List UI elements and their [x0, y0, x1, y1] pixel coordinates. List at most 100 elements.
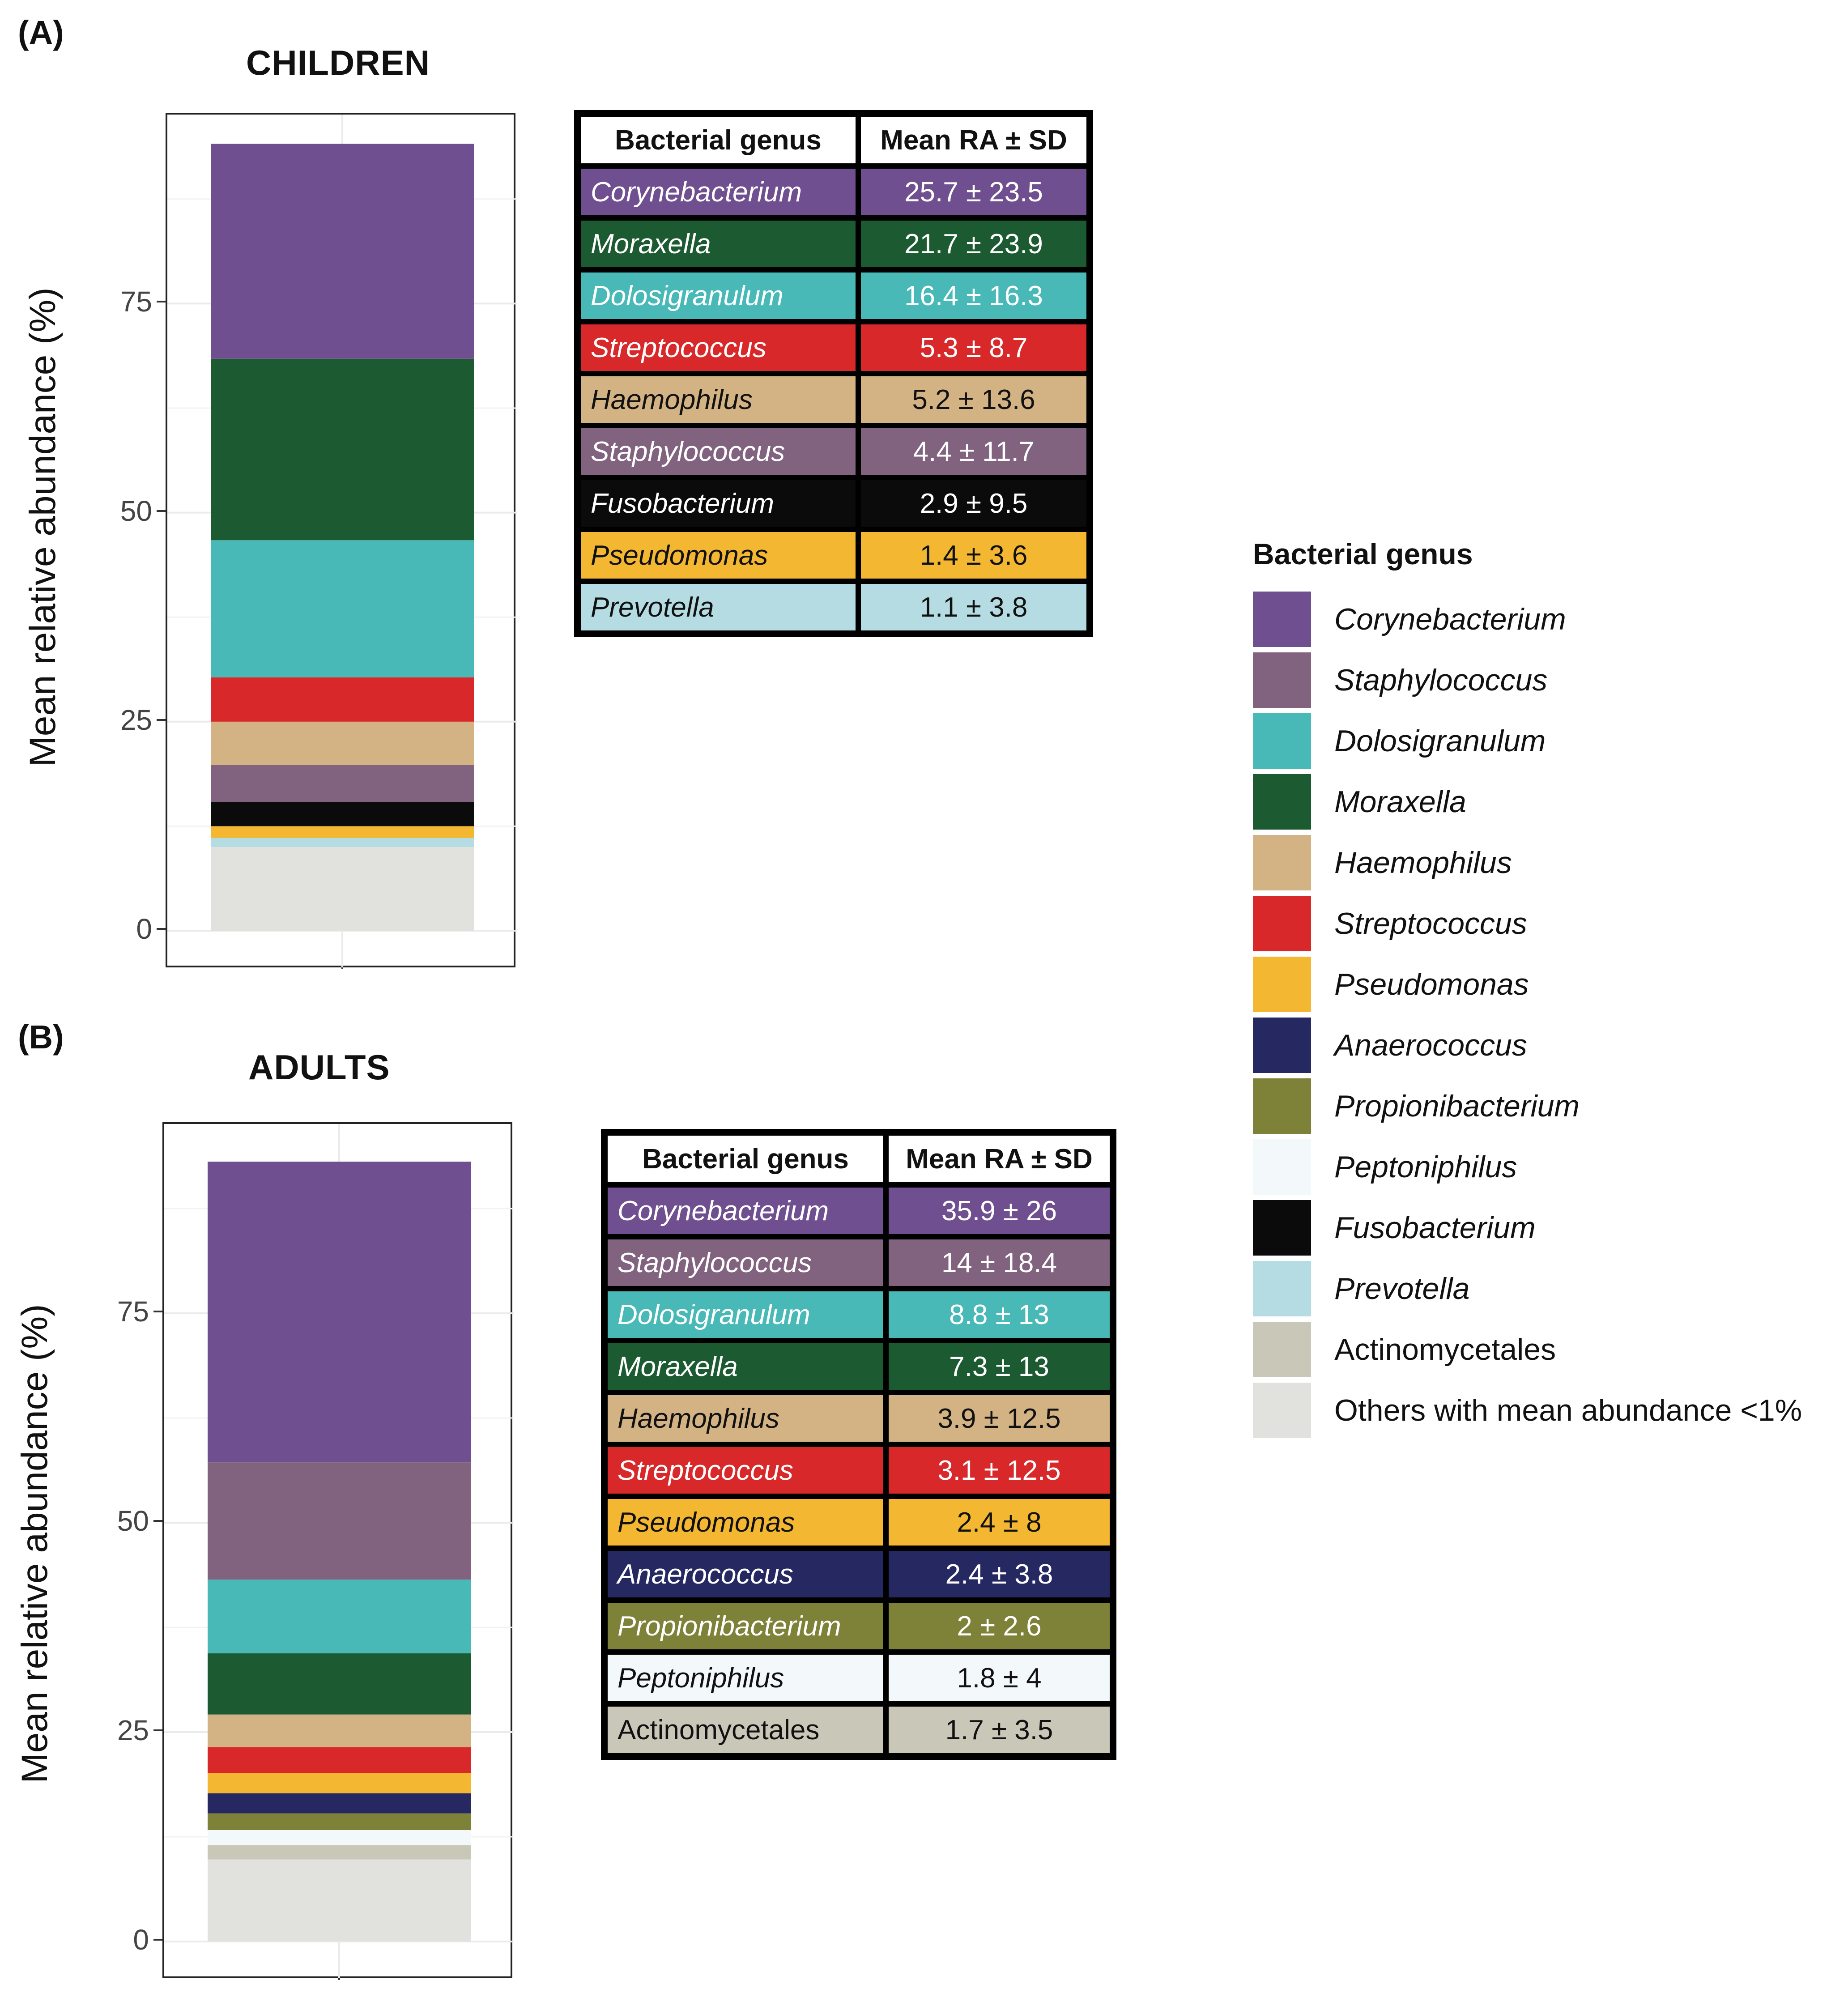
legend-item-moraxella: Moraxella: [1253, 771, 1802, 832]
panel-a-table-row: Prevotella 1.1 ± 3.8: [578, 581, 1089, 633]
panel-b-value-cell-corynebacterium: 35.9 ± 26: [886, 1185, 1112, 1237]
panel-a-table-row: Fusobacterium 2.9 ± 9.5: [578, 477, 1089, 529]
panel-a-genus-cell-haemophilus: Haemophilus: [578, 374, 858, 426]
panel-b-table-row: Streptococcus 3.1 ± 12.5: [605, 1444, 1112, 1496]
legend-label: Pseudomonas: [1334, 967, 1529, 1001]
legend-item-dolosigranulum: Dolosigranulum: [1253, 711, 1802, 771]
panel-a-bar-segment-streptococcus: [211, 677, 474, 722]
panel-a-genus-cell-dolosigranulum: Dolosigranulum: [578, 270, 858, 322]
panel-a-value-cell-haemophilus: 5.2 ± 13.6: [858, 374, 1089, 426]
legend-item-streptococcus: Streptococcus: [1253, 893, 1802, 954]
panel-a-title: CHILDREN: [246, 43, 430, 82]
panel-a-value-cell-fusobacterium: 2.9 ± 9.5: [858, 477, 1089, 529]
panel-a-bar-segment-staphylococcus: [211, 765, 474, 802]
legend-label: Streptococcus: [1334, 907, 1527, 941]
panel-b-value-cell-moraxella: 7.3 ± 13: [886, 1341, 1112, 1392]
table-header-row: Bacterial genus Mean RA ± SD: [605, 1133, 1112, 1185]
panel-b-genus-cell-staphylococcus: Staphylococcus: [605, 1237, 886, 1289]
legend-label: Fusobacterium: [1334, 1211, 1536, 1245]
panel-a-y-tick-label: 25: [120, 703, 152, 736]
panel-b-stacked-bar-chart: [162, 1122, 514, 1980]
table-header-genus: Bacterial genus: [578, 114, 858, 166]
panel-b-value-cell-haemophilus: 3.9 ± 12.5: [886, 1392, 1112, 1444]
panel-a-bar-segment-others: [211, 847, 474, 931]
panel-b-table-row: Corynebacterium 35.9 ± 26: [605, 1185, 1112, 1237]
panel-b-bar-segment-corynebacterium: [208, 1162, 471, 1463]
panel-b-table-row: Staphylococcus 14 ± 18.4: [605, 1237, 1112, 1289]
panel-b-y-tick-mark: [153, 1729, 162, 1731]
panel-a-bar-segment-pseudomonas: [211, 826, 474, 838]
panel-a-genus-cell-moraxella: Moraxella: [578, 218, 858, 270]
panel-b-value-cell-dolosigranulum: 8.8 ± 13: [886, 1289, 1112, 1341]
panel-b-table-row: Anaerococcus 2.4 ± 3.8: [605, 1548, 1112, 1600]
table-header-mean: Mean RA ± SD: [886, 1133, 1112, 1185]
panel-b-bar-segment-others: [208, 1859, 471, 1942]
panel-b-bar-segment-haemophilus: [208, 1714, 471, 1747]
panel-b-y-tick-mark: [153, 1939, 162, 1941]
panel-b-table-row: Peptoniphilus 1.8 ± 4: [605, 1652, 1112, 1704]
legend-swatch: [1253, 713, 1311, 769]
legend-label: Staphylococcus: [1334, 663, 1548, 697]
legend-item-pseudomonas: Pseudomonas: [1253, 954, 1802, 1015]
panel-b-genus-cell-moraxella: Moraxella: [605, 1341, 886, 1392]
legend-label: Anaerococcus: [1334, 1028, 1527, 1062]
legend-label: Dolosigranulum: [1334, 724, 1546, 758]
panel-b-genus-cell-propionibacterium: Propionibacterium: [605, 1600, 886, 1652]
panel-a-bar-segment-fusobacterium: [211, 802, 474, 826]
panel-b-abundance-table: Bacterial genus Mean RA ± SD Corynebacte…: [601, 1129, 1116, 1760]
legend-title: Bacterial genus: [1253, 537, 1473, 571]
panel-a-chart-svg: [167, 115, 517, 969]
panel-a-table-row: Moraxella 21.7 ± 23.9: [578, 218, 1089, 270]
legend-swatch: [1253, 1322, 1311, 1377]
panel-a-y-tick-mark: [157, 719, 166, 721]
panel-a-table-row: Dolosigranulum 16.4 ± 16.3: [578, 270, 1089, 322]
panel-a-y-tick-label: 75: [120, 285, 152, 318]
panel-b-value-cell-anaerococcus: 2.4 ± 3.8: [886, 1548, 1112, 1600]
panel-a-value-cell-pseudomonas: 1.4 ± 3.6: [858, 529, 1089, 581]
panel-b-y-tick-label: 0: [133, 1924, 149, 1956]
panel-b-bar-segment-moraxella: [208, 1653, 471, 1715]
legend-item-actinomycetales: Actinomycetales: [1253, 1319, 1802, 1380]
panel-b-table-row: Haemophilus 3.9 ± 12.5: [605, 1392, 1112, 1444]
panel-b-bar-segment-staphylococcus: [208, 1462, 471, 1580]
legend-label: Prevotella: [1334, 1272, 1470, 1306]
panel-a-bar-segment-corynebacterium: [211, 144, 474, 359]
legend-swatch: [1253, 592, 1311, 647]
legend-label: Haemophilus: [1334, 846, 1512, 880]
legend-label: Moraxella: [1334, 785, 1466, 819]
legend-swatch: [1253, 896, 1311, 951]
table-header-genus: Bacterial genus: [605, 1133, 886, 1185]
legend-label: Others with mean abundance <1%: [1334, 1393, 1802, 1427]
panel-b-bar-segment-pseudomonas: [208, 1773, 471, 1793]
panel-a-y-tick-mark: [157, 510, 166, 512]
panel-a-table-row: Corynebacterium 25.7 ± 23.5: [578, 166, 1089, 218]
panel-b-y-tick-label: 25: [117, 1714, 149, 1746]
panel-b-y-tick-mark: [153, 1520, 162, 1522]
panel-b-genus-cell-dolosigranulum: Dolosigranulum: [605, 1289, 886, 1341]
panel-b-table-row: Dolosigranulum 8.8 ± 13: [605, 1289, 1112, 1341]
legend-swatch: [1253, 1383, 1311, 1438]
panel-b-value-cell-staphylococcus: 14 ± 18.4: [886, 1237, 1112, 1289]
legend-item-propionibacterium: Propionibacterium: [1253, 1076, 1802, 1137]
legend-item-prevotella: Prevotella: [1253, 1258, 1802, 1319]
panel-a-table-row: Streptococcus 5.3 ± 8.7: [578, 322, 1089, 374]
panel-b-genus-cell-streptococcus: Streptococcus: [605, 1444, 886, 1496]
panel-a-value-cell-moraxella: 21.7 ± 23.9: [858, 218, 1089, 270]
panel-a-y-tick-mark: [157, 301, 166, 303]
panel-a-bar-segment-prevotella: [211, 838, 474, 847]
panel-b-bar-segment-peptoniphilus: [208, 1830, 471, 1845]
panel-b-y-tick-label: 50: [117, 1504, 149, 1537]
panel-b-genus-cell-corynebacterium: Corynebacterium: [605, 1185, 886, 1237]
panel-b-chart-svg: [164, 1124, 514, 1980]
panel-a-value-cell-corynebacterium: 25.7 ± 23.5: [858, 166, 1089, 218]
legend-label: Peptoniphilus: [1334, 1150, 1517, 1184]
panel-a-bar-segment-dolosigranulum: [211, 540, 474, 677]
panel-b-table-row: Moraxella 7.3 ± 13: [605, 1341, 1112, 1392]
panel-b-y-axis-label: Mean relative abundance (%): [14, 1304, 55, 1784]
panel-b-genus-cell-haemophilus: Haemophilus: [605, 1392, 886, 1444]
legend-swatch: [1253, 652, 1311, 708]
panel-a-stacked-bar-chart: [166, 113, 517, 969]
panel-b-bar-segment-anaerococcus: [208, 1793, 471, 1814]
panel-b-value-cell-propionibacterium: 2 ± 2.6: [886, 1600, 1112, 1652]
panel-b-genus-cell-peptoniphilus: Peptoniphilus: [605, 1652, 886, 1704]
